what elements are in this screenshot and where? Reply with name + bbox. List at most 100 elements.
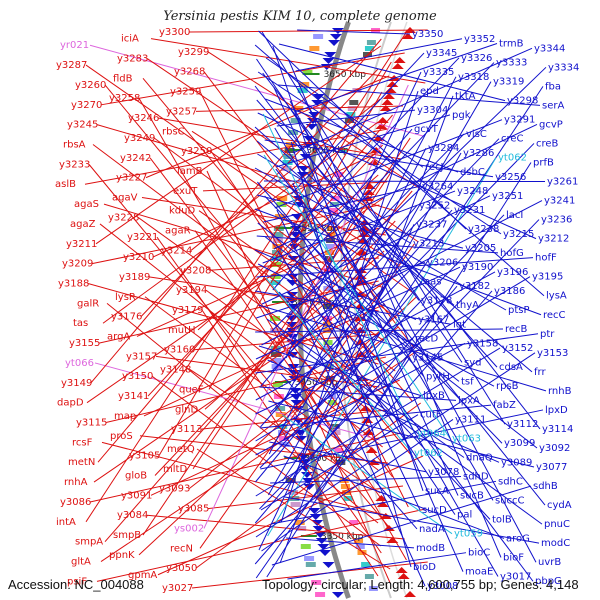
gene-label-right: tktA [455, 91, 476, 102]
cog-block [361, 562, 371, 567]
cog-block [276, 202, 287, 207]
callout-line [196, 448, 391, 570]
gene-label-right: y3196 [497, 267, 528, 278]
callout-line [276, 209, 421, 511]
gene-label-left: smpA [75, 537, 103, 548]
gene-label-right: bioC [468, 548, 490, 559]
callout-line [264, 139, 494, 178]
gene-label-left: agaS [74, 199, 99, 210]
callout-line [255, 357, 411, 579]
gene-label-right: y3236 [541, 215, 572, 226]
plus-strand-feature [322, 58, 335, 64]
callout-line [272, 45, 424, 491]
callout-line [266, 318, 465, 458]
callout-line [277, 84, 541, 106]
cog-block [368, 586, 378, 591]
gene-label-left: y3084 [117, 510, 148, 521]
gene-label-right: bioD [413, 562, 436, 573]
callout-line [149, 157, 393, 478]
callout-line [267, 359, 500, 463]
cog-block [309, 46, 320, 51]
gene-label-right: y3078 [428, 467, 459, 478]
cog-block [364, 574, 374, 579]
callout-line [258, 30, 467, 230]
cog-block [302, 70, 313, 75]
cog-block [349, 100, 359, 105]
gene-label-right: fba [545, 81, 561, 92]
minus-strand-feature [397, 573, 410, 579]
gene-label-right: syd [464, 357, 481, 368]
callout-line [199, 243, 415, 549]
gene-label-right: y3092 [539, 443, 570, 454]
cog-block [346, 112, 356, 117]
cog-block [270, 328, 281, 333]
gene-label-left: y3141 [118, 391, 149, 402]
gene-label-right: y3205 [465, 243, 496, 254]
callout-line [283, 455, 505, 539]
gene-label-right: y3111 [455, 414, 486, 425]
callout-line [254, 285, 458, 524]
cog-block [344, 118, 354, 123]
cog-block [270, 280, 281, 285]
callout-line [275, 114, 451, 168]
gene-label-left: recN [170, 543, 193, 554]
gene-label-left: y3115 [76, 418, 107, 429]
cog-block [336, 460, 346, 465]
gene-label-left: lamB [177, 166, 203, 177]
callout-line [153, 137, 397, 319]
gene-label-left: y3157 [126, 351, 157, 362]
cog-block [334, 448, 344, 453]
cog-block [300, 544, 311, 549]
callout-line [260, 414, 419, 511]
cog-block [325, 244, 335, 249]
callout-line [136, 227, 379, 337]
callout-line [271, 485, 532, 566]
gene-label-right: ptr [540, 329, 555, 340]
gene-label-right: moaE [465, 567, 493, 578]
gene-label-left: rcsF [72, 437, 93, 448]
gene-label-left: y3227 [116, 173, 147, 184]
cog-block [281, 166, 292, 171]
gene-label-right: y3152 [502, 343, 533, 354]
topology-info: Topology: circular; Length: 4,600,755 bp… [262, 577, 579, 592]
callout-line [254, 85, 420, 301]
gene-label-left: rbsC [162, 126, 185, 137]
gene-label-right: cdsA [499, 362, 523, 373]
cog-block [304, 556, 315, 561]
callout-line [207, 485, 404, 510]
minus-strand-feature [376, 117, 389, 123]
gene-label-right: recC [543, 310, 566, 321]
gene-label-left: proS [110, 431, 133, 442]
gene-label-right: y3215 [503, 229, 534, 240]
gene-label-left: y3228 [108, 212, 139, 223]
gene-label-right: y3326 [461, 53, 492, 64]
cog-block [364, 46, 374, 51]
gene-label-left: y3148 [160, 365, 191, 376]
gene-label-left: metQ [167, 444, 195, 455]
right-callout-lines [254, 29, 547, 587]
callout-line [262, 72, 541, 430]
minus-strand-feature [395, 567, 408, 573]
minus-strand-feature [391, 63, 404, 69]
gene-label-left: y3268 [174, 67, 205, 78]
callout-line [85, 31, 407, 523]
gene-label-left: y3160 [164, 345, 195, 356]
gene-label-right: sdhC [498, 476, 523, 487]
gene-label-left: rnhA [64, 477, 88, 488]
gene-label-right: lgt [453, 319, 466, 330]
plus-strand-feature [319, 550, 332, 556]
cog-block [355, 544, 365, 549]
plus-strand-feature [314, 532, 327, 538]
gene-label-left: iciA [121, 34, 139, 45]
callout-line [288, 59, 502, 558]
callout-line [256, 235, 499, 254]
callout-line [203, 84, 409, 529]
plus-strand-feature [329, 34, 342, 40]
gene-label-right: y3190 [462, 262, 493, 273]
gene-label-right: yt064 [417, 429, 446, 440]
gene-label-right: y3158 [467, 338, 498, 349]
gene-label-left: y3085 [178, 504, 209, 515]
minus-strand-feature [382, 93, 395, 99]
callout-line [95, 45, 382, 245]
